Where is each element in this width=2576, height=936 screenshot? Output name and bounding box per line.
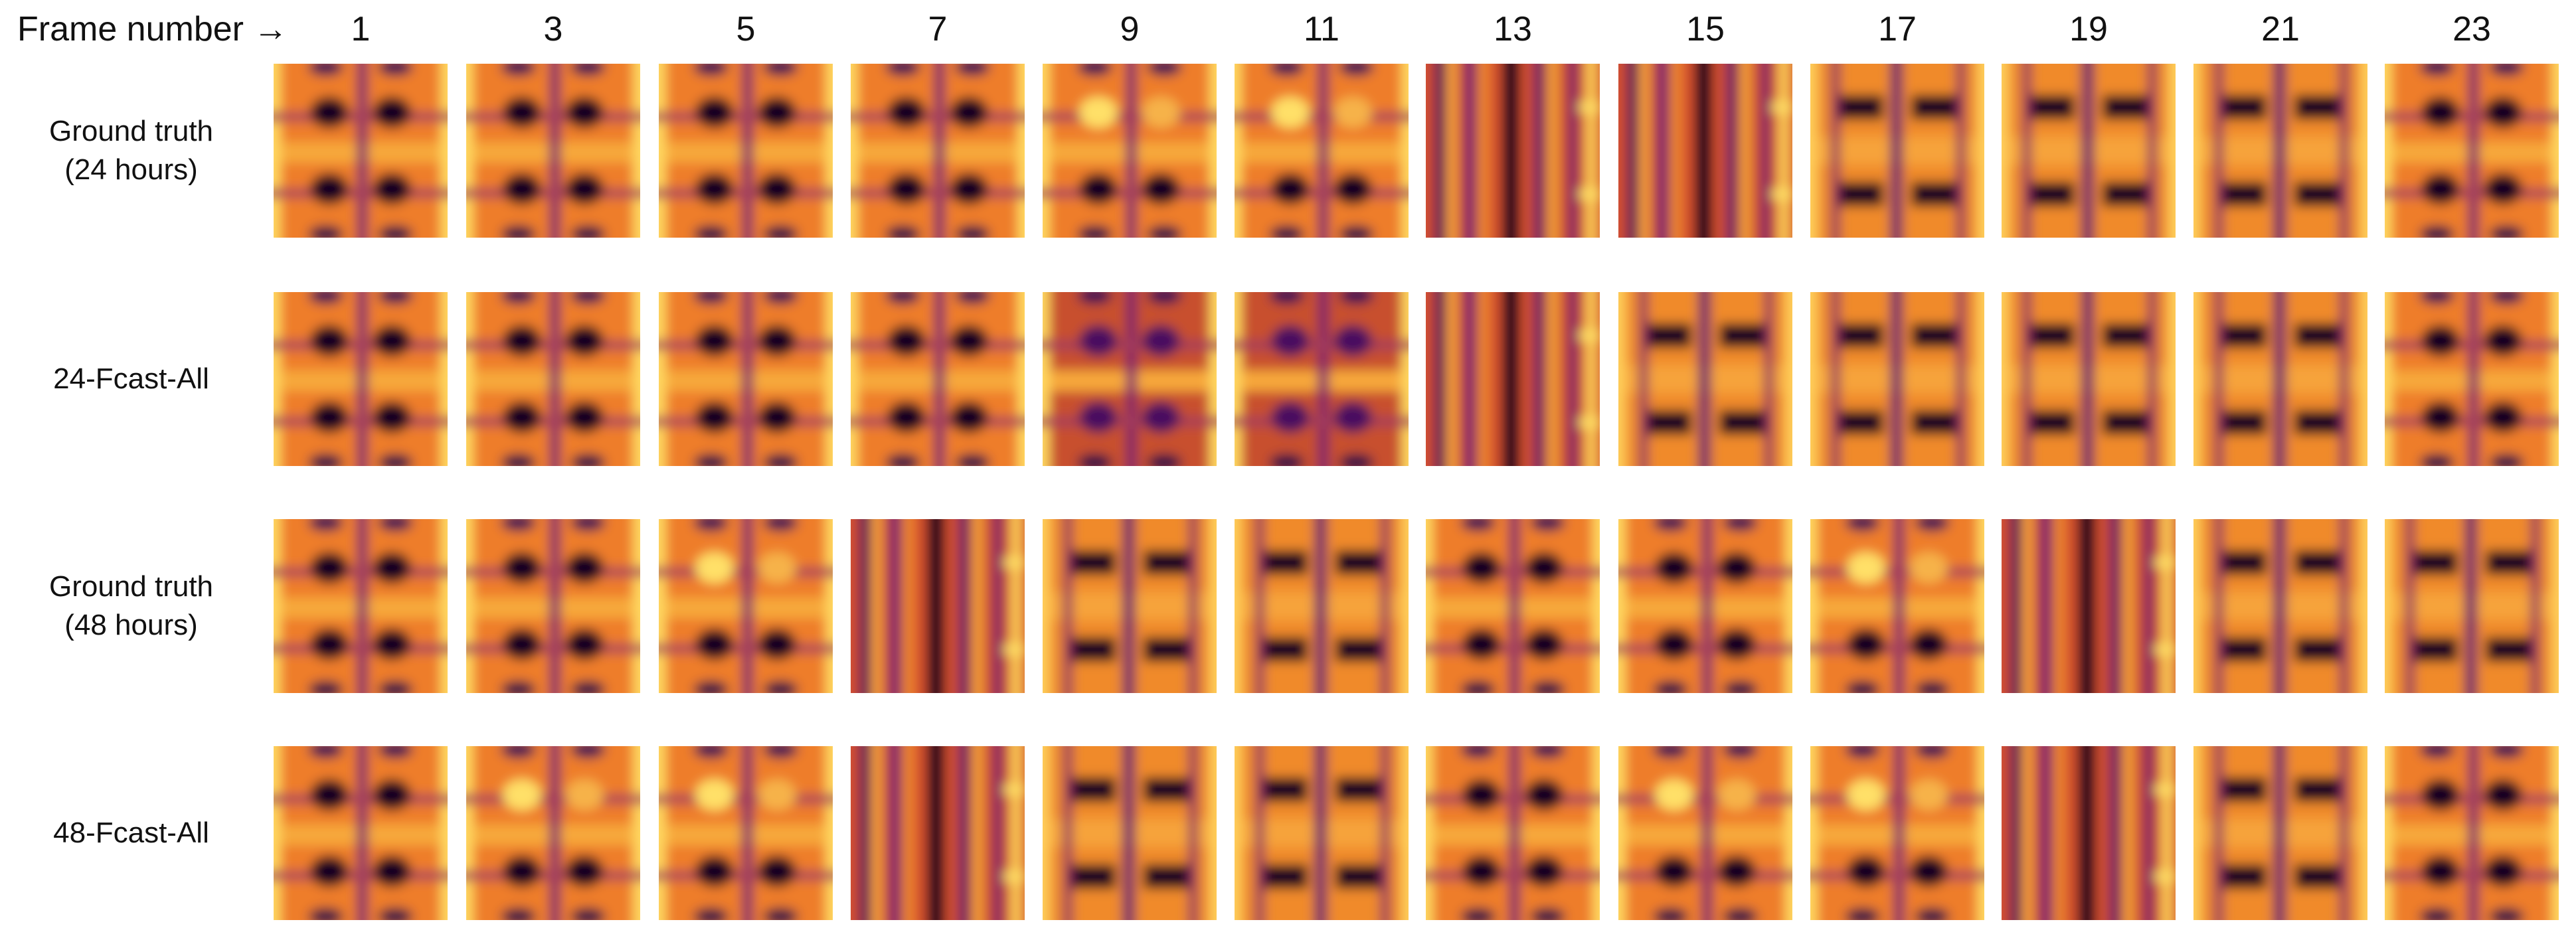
row-label-2: 24-Fcast-All bbox=[0, 360, 262, 398]
heatmap-tile bbox=[851, 64, 1025, 238]
heatmap-tile bbox=[1810, 519, 1984, 693]
heatmap-tile bbox=[274, 746, 448, 920]
heatmap-tile bbox=[1235, 519, 1409, 693]
heatmap-tile bbox=[2002, 519, 2176, 693]
heatmap-tile bbox=[466, 292, 640, 466]
heatmap-tile bbox=[466, 519, 640, 693]
heatmap-tile bbox=[1810, 746, 1984, 920]
heatmap-tile bbox=[1043, 519, 1217, 693]
heatmap-tile bbox=[2193, 519, 2367, 693]
heatmap-tile bbox=[1810, 292, 1984, 466]
row-label-line2: (24 hours) bbox=[64, 153, 198, 186]
heatmap-tile bbox=[1426, 519, 1600, 693]
heatmap-tile bbox=[659, 746, 833, 920]
heatmap-tile bbox=[1810, 64, 1984, 238]
row-label-line1: Ground truth bbox=[48, 570, 214, 603]
heatmap-tile bbox=[274, 292, 448, 466]
frame-number-9: 9 bbox=[1120, 10, 1140, 48]
frame-number-19: 19 bbox=[2069, 10, 2108, 48]
row-label-1: Ground truth (24 hours) bbox=[0, 112, 262, 189]
frame-number-5: 5 bbox=[736, 10, 756, 48]
heatmap-tile bbox=[1043, 64, 1217, 238]
heatmap-tile bbox=[659, 64, 833, 238]
heatmap-tile bbox=[1618, 292, 1792, 466]
heatmap-tile bbox=[274, 64, 448, 238]
row-label-3: Ground truth (48 hours) bbox=[0, 568, 262, 645]
heatmap-tile bbox=[1043, 292, 1217, 466]
heatmap-tile bbox=[2002, 64, 2176, 238]
heatmap-tile bbox=[2193, 292, 2367, 466]
frame-number-11: 11 bbox=[1304, 10, 1339, 48]
heatmap-tile bbox=[466, 746, 640, 920]
heatmap-tile bbox=[466, 64, 640, 238]
frame-number-1: 1 bbox=[351, 10, 371, 48]
heatmap-tile bbox=[2193, 746, 2367, 920]
heatmap-tile bbox=[2002, 292, 2176, 466]
frame-number-15: 15 bbox=[1686, 10, 1725, 48]
row-label-4: 48-Fcast-All bbox=[0, 814, 262, 852]
heatmap-tile bbox=[1618, 64, 1792, 238]
heatmap-tile bbox=[2002, 746, 2176, 920]
heatmap-tile bbox=[1426, 64, 1600, 238]
heatmap-tile bbox=[274, 519, 448, 693]
heatmap-tile bbox=[1235, 746, 1409, 920]
heatmap-tile bbox=[659, 519, 833, 693]
heatmap-tile bbox=[2193, 64, 2367, 238]
heatmap-tile bbox=[1043, 746, 1217, 920]
heatmap-tile bbox=[2385, 519, 2559, 693]
frame-number-23: 23 bbox=[2452, 10, 2491, 48]
heatmap-tile bbox=[1235, 64, 1409, 238]
heatmap-tile bbox=[2385, 292, 2559, 466]
heatmap-tile bbox=[851, 519, 1025, 693]
heatmap-tile bbox=[2385, 64, 2559, 238]
heatmap-tile bbox=[1235, 292, 1409, 466]
frame-number-label: Frame number → bbox=[17, 10, 288, 48]
heatmap-tile bbox=[851, 746, 1025, 920]
heatmap-tile bbox=[1618, 519, 1792, 693]
heatmap-tile bbox=[1618, 746, 1792, 920]
heatmap-tile bbox=[659, 292, 833, 466]
row-label-line2: (48 hours) bbox=[64, 609, 198, 641]
row-label-line1: 48-Fcast-All bbox=[53, 817, 209, 849]
frame-number-13: 13 bbox=[1494, 10, 1532, 48]
heatmap-tile bbox=[1426, 292, 1600, 466]
row-label-line1: 24-Fcast-All bbox=[53, 362, 209, 395]
frame-number-7: 7 bbox=[928, 10, 948, 48]
heatmap-tile bbox=[851, 292, 1025, 466]
heatmap-tile bbox=[2385, 746, 2559, 920]
frame-number-17: 17 bbox=[1878, 10, 1917, 48]
frame-number-3: 3 bbox=[543, 10, 563, 48]
row-label-line1: Ground truth bbox=[48, 115, 214, 147]
frame-number-21: 21 bbox=[2261, 10, 2300, 48]
heatmap-tile bbox=[1426, 746, 1600, 920]
